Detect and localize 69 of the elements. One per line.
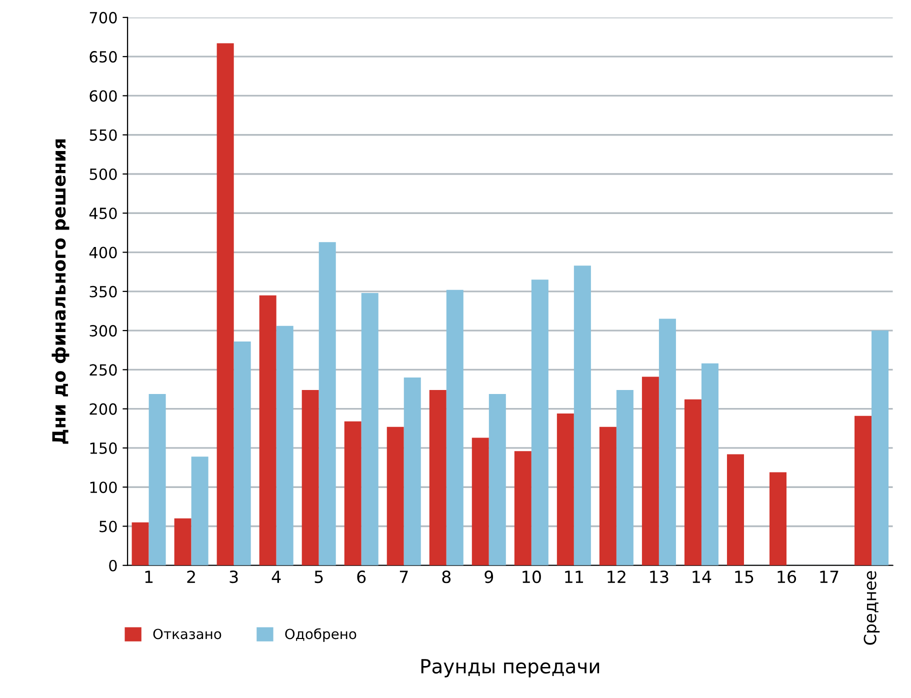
x-axis-title: Раунды передачи — [421, 659, 600, 678]
y-tick-label: 600 — [90, 90, 117, 102]
bar — [684, 399, 702, 566]
bar — [216, 43, 234, 566]
x-tick-label: 2 — [187, 570, 195, 583]
bar — [446, 290, 464, 566]
x-tick-label: 16 — [778, 570, 796, 584]
bar — [531, 280, 548, 566]
bar — [132, 522, 149, 566]
y-tick-label: 100 — [90, 482, 117, 494]
x-tick-label: 15 — [735, 570, 754, 584]
x-tick-label: 5 — [314, 570, 323, 584]
y-tick-label: 400 — [89, 246, 117, 258]
bar — [174, 518, 192, 566]
bar — [318, 242, 336, 566]
bar — [658, 318, 676, 566]
bar — [488, 394, 506, 566]
bar — [234, 342, 251, 566]
bar — [872, 330, 889, 566]
y-tick-label: 500 — [90, 168, 117, 180]
x-tick-label: 1 — [145, 570, 153, 583]
y-tick-label: 150 — [90, 442, 117, 454]
x-tick-label: 12 — [608, 570, 626, 583]
bar — [726, 454, 744, 566]
bar — [191, 456, 208, 566]
bar — [599, 426, 616, 566]
x-tick-label: 17 — [820, 570, 838, 583]
y-tick-label: 550 — [90, 129, 117, 141]
x-tick-label: 10 — [522, 570, 541, 584]
bar — [429, 390, 446, 566]
y-tick-label: 650 — [90, 51, 117, 63]
y-tick-label: 0 — [109, 560, 117, 572]
bar — [854, 416, 872, 566]
x-tick-label: 9 — [484, 570, 494, 584]
bar — [386, 426, 404, 566]
bar — [769, 472, 786, 566]
x-tick-label: Среднее — [864, 571, 880, 645]
legend-label: Одобрено — [285, 628, 356, 642]
x-tick-label: 4 — [272, 570, 281, 583]
bar — [259, 295, 276, 566]
x-tick-label: 14 — [692, 570, 712, 583]
bar — [642, 376, 659, 566]
y-tick-label: 300 — [90, 325, 117, 337]
x-tick-label: 3 — [230, 570, 238, 584]
bar — [276, 326, 294, 566]
y-tick-label: 200 — [90, 403, 117, 415]
y-tick-label: 350 — [90, 286, 117, 298]
legend-label: Отказано — [153, 628, 222, 640]
x-tick-label: 8 — [442, 570, 451, 584]
bar — [344, 421, 362, 566]
bar — [302, 390, 319, 566]
bar — [514, 451, 532, 566]
x-tick-label: 11 — [565, 570, 583, 583]
bar — [361, 292, 378, 566]
bar — [574, 266, 591, 566]
bar — [701, 363, 718, 566]
bar — [404, 378, 421, 566]
y-tick-label: 450 — [89, 208, 117, 220]
bar — [556, 414, 574, 566]
bar — [148, 394, 166, 566]
x-tick-label: 13 — [650, 570, 668, 584]
y-tick-label: 50 — [100, 520, 117, 532]
x-tick-label: 7 — [400, 570, 408, 583]
bar — [472, 438, 489, 566]
y-tick-label: 700 — [90, 12, 117, 24]
x-tick-label: 6 — [357, 570, 366, 584]
y-tick-label: 250 — [90, 364, 117, 376]
bar — [616, 390, 634, 566]
y-axis-title: Дни до финального решения — [52, 139, 70, 444]
